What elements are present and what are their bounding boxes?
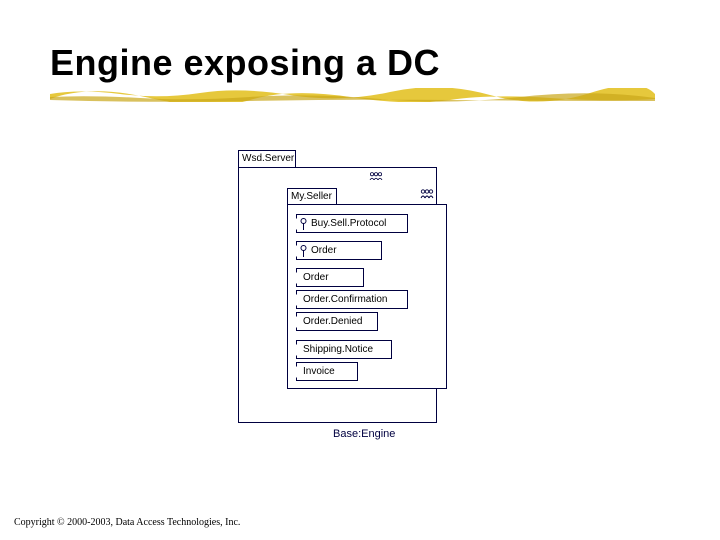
row-label: Buy.Sell.Protocol [311, 218, 386, 229]
diagram-row: Shipping.Notice [296, 340, 392, 359]
inner-package-tab: My.Seller [287, 188, 337, 205]
diagram-row: Invoice [296, 362, 358, 381]
diagram-row: Order [296, 241, 382, 260]
diagram-row: Order.Denied [296, 312, 378, 331]
outer-package-tab: Wsd.Server [238, 150, 296, 168]
interface-lollipop-icon [299, 218, 308, 230]
actor-group-icon [369, 172, 383, 180]
base-label: Base:Engine [333, 428, 395, 440]
title-underline [50, 88, 655, 102]
diagram-row: Order [296, 268, 364, 287]
diagram-container: Wsd.Server My.Seller Buy.Sell.Protocol Or… [238, 150, 498, 450]
diagram-row: Order.Confirmation [296, 290, 408, 309]
row-label: Shipping.Notice [303, 344, 373, 355]
diagram-row: Buy.Sell.Protocol [296, 214, 408, 233]
row-label: Order [303, 272, 329, 283]
row-label: Order.Denied [303, 316, 362, 327]
actor-group-icon [420, 189, 434, 199]
row-label: Order [311, 245, 337, 256]
row-label: Order.Confirmation [303, 294, 387, 305]
interface-lollipop-icon [299, 245, 308, 257]
copyright-text: Copyright © 2000-2003, Data Access Techn… [14, 517, 240, 528]
row-label: Invoice [303, 366, 335, 377]
slide-title: Engine exposing a DC [50, 42, 440, 84]
